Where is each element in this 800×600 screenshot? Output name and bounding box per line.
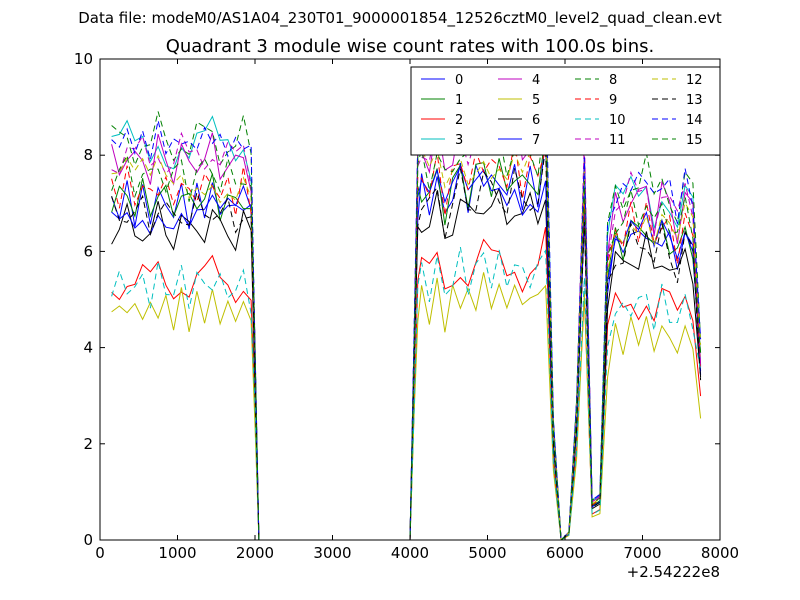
legend-label: 10	[609, 113, 626, 128]
series-line-6	[111, 186, 702, 540]
y-tick-label: 8	[83, 146, 93, 164]
series-layer	[111, 67, 702, 540]
data-file-label: Data file: modeM0/AS1A04_230T01_90000018…	[78, 9, 722, 27]
legend-item-7: 7	[498, 133, 540, 148]
series-line-5	[111, 272, 702, 540]
x-tick-label: 0	[95, 544, 105, 562]
x-tick-label: 4000	[391, 544, 429, 562]
legend-item-11: 11	[575, 133, 626, 148]
series-line-0	[111, 139, 702, 540]
series-line-4	[111, 106, 702, 540]
series-line-1	[111, 131, 702, 540]
y-tick-label: 0	[83, 531, 93, 549]
legend-label: 6	[532, 113, 540, 128]
legend-item-2: 2	[421, 113, 463, 128]
legend-box	[410, 66, 721, 156]
legend-item-3: 3	[421, 133, 463, 148]
legend-item-6: 6	[498, 113, 540, 128]
axis-layer: 0 1000 2000 3000 4000 5000 6000 7000 80000246810…	[74, 50, 739, 581]
legend-item-12: 12	[652, 73, 703, 88]
legend-label: 8	[609, 73, 617, 88]
x-tick-label: 5000	[468, 544, 506, 562]
legend-label: 3	[455, 133, 463, 148]
series-line-12	[111, 112, 702, 540]
series-line-7	[111, 165, 702, 540]
y-tick-label: 10	[74, 50, 93, 68]
series-line-8	[111, 87, 702, 540]
x-tick-label: 3000	[313, 544, 351, 562]
series-line-14	[111, 67, 702, 540]
legend-label: 5	[532, 93, 540, 108]
legend-label: 1	[455, 93, 463, 108]
legend-label: 15	[686, 133, 703, 148]
series-line-11	[111, 92, 702, 540]
x-tick-label: 2000	[236, 544, 274, 562]
legend-label: 9	[609, 93, 617, 108]
chart-title: Quadrant 3 module wise count rates with …	[165, 36, 655, 57]
legend-label: 2	[455, 113, 463, 128]
legend-item-15: 15	[652, 133, 703, 148]
legend-item-10: 10	[575, 113, 626, 128]
legend-label: 7	[532, 133, 540, 148]
legend-item-0: 0	[421, 73, 463, 88]
legend-item-14: 14	[652, 113, 703, 128]
legend-item-5: 5	[498, 93, 540, 108]
legend-label: 4	[532, 73, 540, 88]
legend-label: 0	[455, 73, 463, 88]
series-line-15	[111, 112, 702, 540]
legend-item-1: 1	[421, 93, 463, 108]
x-tick-label: 7000	[623, 544, 661, 562]
series-line-10	[111, 247, 702, 540]
x-offset-label: +2.54222e8	[627, 563, 720, 581]
series-line-13	[111, 147, 702, 540]
legend-label: 11	[609, 133, 626, 148]
legend-item-4: 4	[498, 73, 540, 88]
legend-item-13: 13	[652, 93, 703, 108]
legend-label: 13	[686, 93, 703, 108]
legend-item-8: 8	[575, 73, 617, 88]
y-tick-label: 2	[83, 435, 93, 453]
y-tick-label: 6	[83, 242, 93, 260]
legend-label: 12	[686, 73, 703, 88]
legend-item-9: 9	[575, 93, 617, 108]
legend-label: 14	[686, 113, 703, 128]
x-tick-label: 6000	[546, 544, 584, 562]
series-line-9	[111, 140, 702, 540]
x-tick-label: 1000	[158, 544, 196, 562]
y-tick-label: 4	[83, 339, 93, 357]
x-tick-label: 8000	[701, 544, 739, 562]
